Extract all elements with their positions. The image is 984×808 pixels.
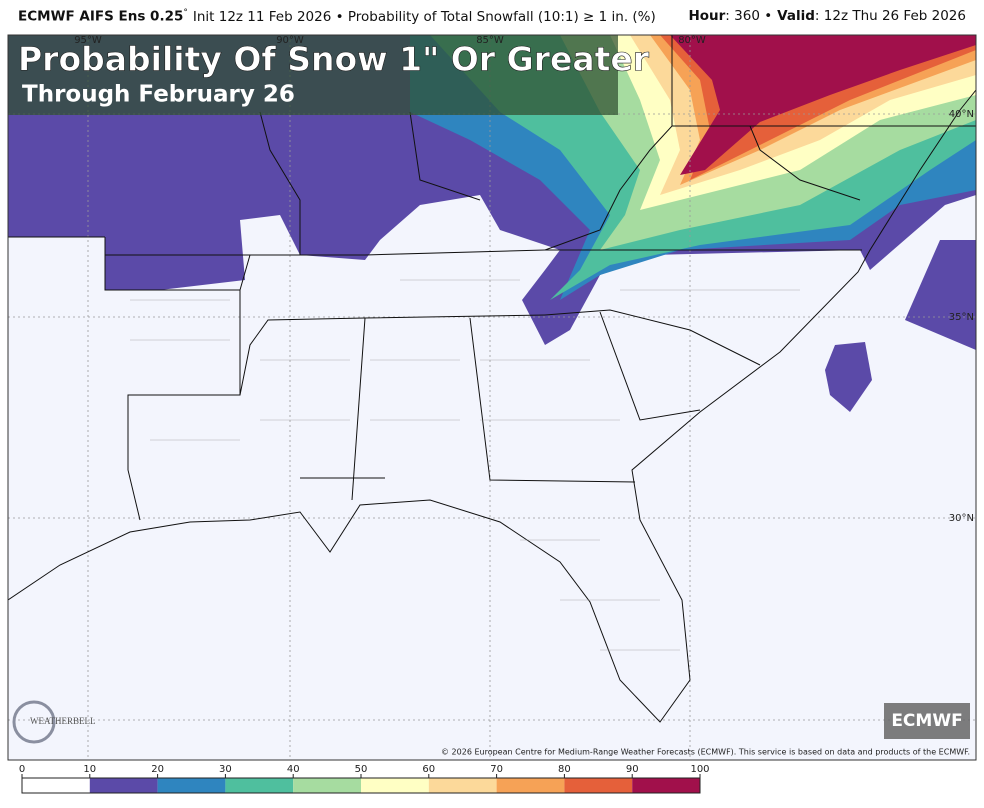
lon-label: 95°W bbox=[74, 35, 102, 46]
field-10-offshore bbox=[825, 342, 872, 412]
overlay-title: Probability Of Snow 1" Or Greater bbox=[18, 40, 650, 79]
header-left: ECMWF AIFS Ens 0.25° Init 12z 11 Feb 2026… bbox=[18, 8, 656, 32]
map bbox=[8, 35, 976, 760]
copyright: © 2026 European Centre for Medium-Range … bbox=[441, 748, 970, 757]
colorbar-tick-label: 100 bbox=[690, 764, 709, 775]
weatherbell-logo: WEATHERBELL bbox=[12, 700, 96, 744]
ecmwf-logo-box bbox=[884, 703, 970, 739]
header-right: Hour: 360 • Valid: 12z Thu 26 Feb 2026 bbox=[688, 8, 966, 32]
colorbar-segment bbox=[632, 778, 700, 793]
lon-label: 85°W bbox=[476, 35, 504, 46]
ecmwf-logo: ECMWF bbox=[891, 711, 962, 731]
logo-swirl bbox=[12, 700, 56, 744]
colorbar-tick-label: 10 bbox=[83, 764, 96, 775]
valid-label: Valid bbox=[777, 8, 815, 24]
valid-value: : 12z Thu 26 Feb 2026 bbox=[814, 8, 966, 24]
colorbar-segment bbox=[361, 778, 429, 793]
colorbar-segment bbox=[22, 778, 90, 793]
description: Init 12z 11 Feb 2026 • Probability of To… bbox=[192, 8, 656, 25]
lat-label: 40°N bbox=[949, 109, 974, 120]
map-frame bbox=[7, 34, 977, 761]
title-overlay bbox=[8, 35, 618, 115]
colorbar-tick-label: 0 bbox=[19, 764, 25, 775]
degree: ° bbox=[183, 8, 188, 18]
hour-value: : 360 • bbox=[725, 8, 773, 24]
weatherbell-text: WEATHERBELL bbox=[30, 716, 96, 726]
header: ECMWF AIFS Ens 0.25° Init 12z 11 Feb 2026… bbox=[18, 8, 966, 32]
lat-label: 35°N bbox=[949, 312, 974, 323]
overlay-subtitle: Through February 26 bbox=[22, 82, 295, 108]
colorbar: 0 10 20 30 40 50 60 70 80 90 100 bbox=[19, 764, 710, 794]
colorbar-tick-label: 70 bbox=[490, 764, 503, 775]
colorbar-segment bbox=[157, 778, 226, 793]
colorbar-tick-label: 20 bbox=[151, 764, 164, 775]
colorbar-tick-label: 90 bbox=[626, 764, 639, 775]
colorbar-segment bbox=[428, 778, 497, 793]
hour-label: Hour bbox=[688, 8, 726, 24]
colorbar-segment bbox=[564, 778, 633, 793]
colorbar-tick-label: 60 bbox=[422, 764, 435, 775]
colorbar-tick-label: 40 bbox=[287, 764, 300, 775]
county-borders bbox=[130, 279, 800, 651]
field-10-east bbox=[905, 240, 976, 350]
state-borders bbox=[8, 35, 976, 723]
colorbar-segment bbox=[496, 778, 565, 793]
lon-label: 80°W bbox=[678, 35, 706, 46]
model-name: ECMWF AIFS Ens 0.25 bbox=[18, 8, 184, 25]
colorbar-tick-label: 30 bbox=[219, 764, 232, 775]
colorbar-segment bbox=[89, 778, 158, 793]
lat-label: 30°N bbox=[949, 513, 974, 524]
colorbar-tick-label: 80 bbox=[558, 764, 571, 775]
lon-label: 90°W bbox=[276, 35, 304, 46]
colorbar-tick-label: 50 bbox=[355, 764, 368, 775]
colorbar-segment bbox=[225, 778, 294, 793]
colorbar-segment bbox=[293, 778, 361, 793]
field-90 bbox=[670, 35, 976, 175]
